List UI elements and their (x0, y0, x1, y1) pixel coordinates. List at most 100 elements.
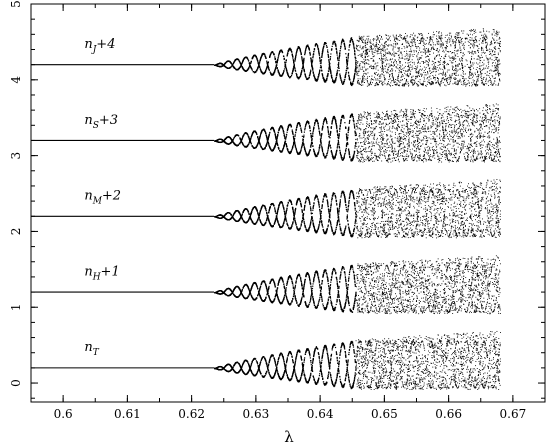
data-point (383, 347, 384, 349)
data-point (304, 375, 306, 377)
data-point (339, 352, 341, 354)
data-point (378, 383, 380, 384)
data-point (237, 361, 239, 364)
data-point (447, 337, 449, 338)
data-point (366, 272, 368, 274)
data-point (496, 366, 498, 368)
data-point (477, 262, 478, 264)
data-point (354, 355, 356, 357)
data-point (431, 341, 432, 342)
data-point (392, 272, 394, 274)
data-point (414, 342, 416, 344)
data-point (415, 345, 417, 347)
data-point (368, 353, 369, 355)
data-point (370, 345, 372, 347)
data-point (367, 343, 369, 345)
data-point (321, 355, 324, 357)
data-point (424, 338, 426, 339)
data-point (466, 371, 468, 373)
data-point (470, 357, 472, 359)
data-point (416, 358, 418, 359)
data-point (439, 384, 441, 386)
data-point (452, 352, 454, 354)
data-point (383, 360, 385, 362)
data-point (420, 379, 422, 381)
data-point (282, 356, 284, 358)
data-point (389, 278, 391, 280)
data-point (375, 350, 377, 352)
data-point (375, 346, 377, 348)
data-point (404, 381, 406, 383)
data-point (495, 350, 497, 352)
data-point (426, 290, 428, 292)
data-point (428, 375, 430, 377)
data-point (437, 347, 439, 349)
data-point (363, 358, 365, 360)
data-point (396, 349, 398, 351)
data-point (364, 359, 366, 361)
data-point (489, 336, 491, 338)
data-point (481, 345, 483, 347)
data-point (479, 364, 481, 366)
data-point (431, 341, 433, 343)
data-point (433, 354, 435, 356)
data-point (403, 340, 405, 342)
data-point (344, 354, 347, 356)
data-point (477, 353, 479, 354)
data-point (320, 371, 323, 373)
data-point (359, 267, 360, 269)
data-point (410, 306, 412, 307)
data-point (332, 344, 334, 346)
data-point (411, 345, 413, 347)
data-point (466, 368, 468, 370)
data-point (364, 363, 366, 365)
data-point (356, 355, 358, 357)
data-point (363, 374, 365, 375)
data-point (450, 381, 452, 383)
data-point (423, 343, 424, 345)
data-point (348, 349, 351, 351)
data-point (348, 376, 350, 378)
data-point (264, 359, 266, 361)
data-point (316, 382, 318, 384)
data-point (477, 338, 479, 339)
data-point (301, 374, 303, 376)
data-point (233, 369, 235, 372)
data-point (393, 342, 395, 344)
data-point (461, 335, 462, 336)
data-point (494, 353, 495, 354)
data-point (398, 373, 400, 375)
data-point (379, 375, 381, 377)
data-point (408, 336, 410, 338)
data-point (477, 341, 479, 343)
data-point (407, 371, 408, 373)
data-point (474, 387, 476, 389)
data-point (443, 311, 445, 313)
data-point (460, 357, 462, 359)
data-point (407, 374, 409, 376)
data-point (472, 370, 474, 372)
data-point (390, 363, 392, 365)
data-point (478, 370, 480, 372)
data-point (448, 339, 450, 341)
data-point (489, 360, 491, 362)
data-point (302, 367, 304, 370)
data-point (380, 288, 382, 290)
data-point (312, 358, 314, 360)
data-point (248, 365, 250, 367)
data-point (466, 378, 468, 380)
data-point (301, 362, 303, 364)
data-point (388, 371, 390, 373)
data-point (456, 336, 458, 338)
data-point (443, 362, 445, 364)
data-point (384, 344, 386, 346)
data-point (337, 369, 339, 372)
data-point (368, 387, 370, 389)
data-point (248, 368, 251, 371)
data-point (362, 355, 364, 357)
data-point (400, 349, 401, 351)
data-point (475, 308, 477, 309)
data-point (408, 355, 410, 357)
data-point (469, 359, 471, 361)
data-point (481, 346, 483, 348)
